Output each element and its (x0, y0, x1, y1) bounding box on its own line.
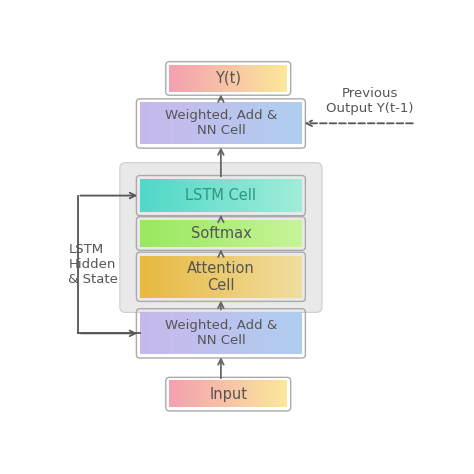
Text: Previous
Output Y(t-1): Previous Output Y(t-1) (326, 87, 413, 115)
Text: Softmax: Softmax (191, 226, 251, 241)
Text: LSTM Cell: LSTM Cell (185, 188, 256, 203)
Text: LSTM
Hidden
& State: LSTM Hidden & State (68, 244, 118, 286)
Text: Y(t): Y(t) (215, 71, 241, 86)
FancyBboxPatch shape (120, 163, 322, 312)
Text: Weighted, Add &
NN Cell: Weighted, Add & NN Cell (165, 109, 277, 137)
Text: Input: Input (209, 387, 247, 401)
Text: Weighted, Add &
NN Cell: Weighted, Add & NN Cell (165, 319, 277, 347)
Text: Attention
Cell: Attention Cell (187, 261, 255, 293)
